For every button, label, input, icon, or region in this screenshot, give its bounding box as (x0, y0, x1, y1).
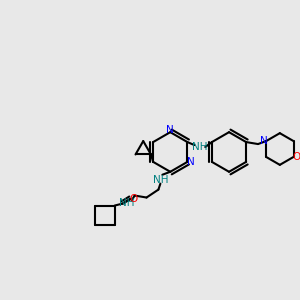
Text: O: O (129, 194, 138, 204)
Text: N: N (187, 157, 194, 167)
Text: N: N (167, 125, 174, 135)
Text: NH: NH (119, 199, 134, 208)
Text: O: O (292, 152, 300, 162)
Text: NH: NH (192, 142, 207, 152)
Text: N: N (260, 136, 268, 146)
Text: NH: NH (153, 175, 168, 185)
